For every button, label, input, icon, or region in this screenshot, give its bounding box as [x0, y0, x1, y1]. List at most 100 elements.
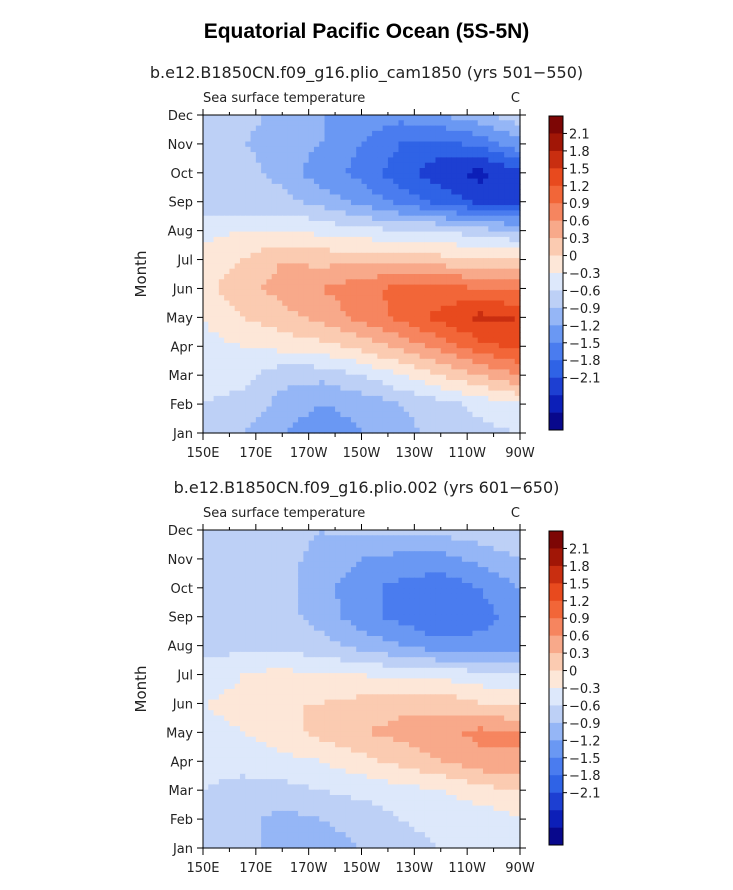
heatmap-cell	[387, 625, 394, 632]
heatmap-cell	[250, 157, 257, 164]
heatmap-cell	[239, 327, 246, 333]
heatmap-cell	[424, 146, 431, 153]
heatmap-cell	[403, 115, 410, 121]
heatmap-cell	[271, 327, 278, 333]
heatmap-cell	[398, 168, 405, 174]
heatmap-cell	[435, 342, 442, 349]
heatmap-cell	[440, 636, 447, 642]
heatmap-cell	[488, 540, 495, 547]
heatmap-cell	[203, 380, 209, 386]
heatmap-cell	[229, 300, 236, 307]
y-tick-label: May	[166, 311, 193, 326]
heatmap-cell	[203, 321, 209, 328]
heatmap-cell	[356, 545, 363, 552]
heatmap-cell	[504, 583, 511, 589]
heatmap-cell	[308, 300, 315, 307]
heatmap-cell	[419, 401, 426, 408]
heatmap-cell	[377, 125, 384, 132]
heatmap-cell	[303, 247, 310, 254]
heatmap-cell	[451, 406, 458, 413]
heatmap-cell	[213, 332, 220, 339]
heatmap-cell	[387, 364, 394, 370]
heatmap-cell	[276, 295, 283, 302]
heatmap-cell	[493, 194, 500, 201]
heatmap-cell	[493, 173, 500, 180]
heatmap-cell	[377, 427, 384, 434]
heatmap-cell	[461, 535, 468, 542]
heatmap-cell	[467, 120, 474, 127]
heatmap-cell	[287, 609, 294, 616]
heatmap-cell	[271, 588, 278, 595]
heatmap-cell	[345, 337, 352, 344]
heatmap-cell	[424, 395, 431, 402]
heatmap-cell	[203, 636, 209, 642]
heatmap-cell	[361, 146, 368, 153]
heatmap-cell	[504, 194, 511, 201]
heatmap-cell	[398, 604, 405, 611]
heatmap-cell	[313, 226, 320, 233]
heatmap-cell	[287, 205, 294, 211]
heatmap-cell	[419, 226, 426, 233]
heatmap-cell	[245, 535, 252, 542]
heatmap-cell	[350, 374, 357, 381]
heatmap-cell	[393, 146, 400, 153]
heatmap-cell	[340, 125, 347, 132]
heatmap-cell	[398, 614, 405, 621]
heatmap-cell	[313, 221, 320, 227]
heatmap-cell	[498, 130, 505, 137]
heatmap-cell	[504, 311, 511, 317]
heatmap-cell	[435, 162, 442, 169]
heatmap-cell	[345, 194, 352, 201]
heatmap-cell	[514, 311, 521, 317]
heatmap-cell	[266, 327, 273, 333]
heatmap-cell	[504, 530, 511, 536]
heatmap-cell	[303, 588, 310, 595]
heatmap-cell	[409, 242, 415, 249]
heatmap-cell	[514, 236, 521, 243]
heatmap-cell	[287, 353, 294, 360]
heatmap-cell	[498, 162, 505, 169]
heatmap-cell	[324, 598, 331, 605]
heatmap-cell	[271, 353, 278, 360]
heatmap-cell	[329, 316, 336, 323]
heatmap-cell	[419, 141, 426, 148]
heatmap-cell	[477, 311, 484, 317]
heatmap-cell	[446, 583, 452, 589]
heatmap-cell	[467, 593, 474, 600]
heatmap-cell	[203, 316, 209, 323]
heatmap-cell	[261, 327, 267, 333]
heatmap-cell	[345, 411, 352, 418]
heatmap-cell	[461, 327, 468, 333]
heatmap-cell	[234, 385, 241, 392]
heatmap-cell	[213, 152, 220, 158]
heatmap-cell	[308, 173, 315, 180]
heatmap-cell	[361, 561, 368, 568]
heatmap-cell	[303, 221, 310, 227]
heatmap-cell	[335, 411, 341, 418]
heatmap-cell	[239, 236, 246, 243]
heatmap-cell	[266, 146, 273, 153]
heatmap-cell	[350, 390, 357, 397]
heatmap-cell	[456, 258, 463, 264]
heatmap-cell	[504, 120, 511, 127]
heatmap-cell	[319, 162, 326, 169]
heatmap-cell	[324, 236, 331, 243]
heatmap-cell	[313, 572, 320, 579]
heatmap-cell	[498, 284, 505, 291]
heatmap-cell	[461, 358, 468, 365]
heatmap-cell	[461, 609, 468, 616]
heatmap-cell	[509, 157, 516, 164]
heatmap-cell	[514, 417, 521, 423]
heatmap-cell	[493, 567, 500, 573]
heatmap-cell	[493, 545, 500, 552]
heatmap-cell	[467, 620, 474, 626]
heatmap-cell	[514, 289, 521, 296]
heatmap-cell	[467, 178, 474, 185]
heatmap-cell	[203, 130, 209, 137]
heatmap-cell	[234, 274, 241, 280]
heatmap-cell	[266, 630, 273, 637]
heatmap-cell	[218, 194, 225, 201]
heatmap-cell	[266, 136, 273, 143]
heatmap-cell	[276, 545, 283, 552]
heatmap-cell	[329, 348, 336, 355]
